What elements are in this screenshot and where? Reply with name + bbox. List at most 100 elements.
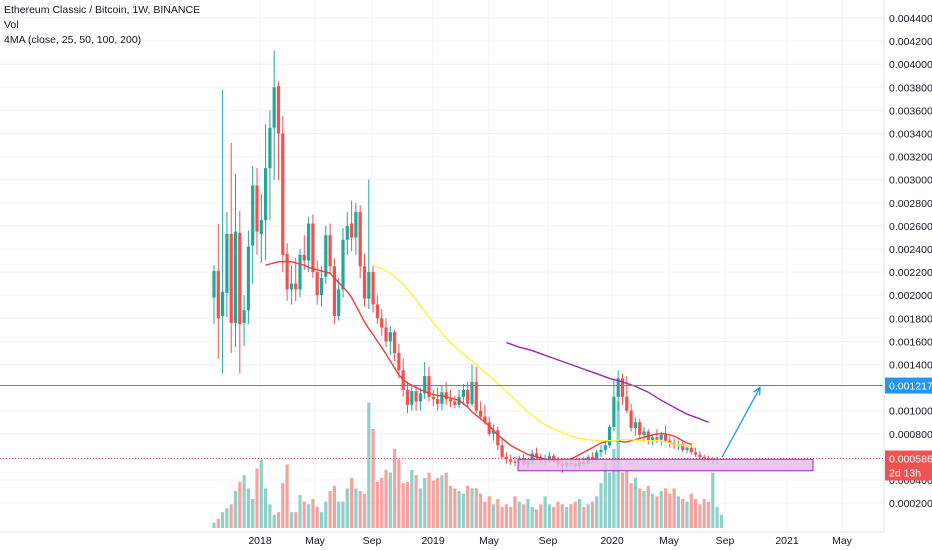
ma-legend[interactable]: 4MA (close, 25, 50, 100, 200) <box>4 34 142 46</box>
volume-bar <box>590 501 594 528</box>
volume-bar <box>431 480 435 528</box>
candle-body <box>685 447 689 450</box>
candle-body <box>259 220 263 234</box>
candle <box>311 214 315 278</box>
volume-bar <box>552 506 556 528</box>
candle <box>285 243 289 301</box>
volume-bar <box>655 496 659 528</box>
candle <box>414 387 418 411</box>
candle-body <box>500 445 504 457</box>
volume-bar <box>702 498 706 528</box>
candle <box>345 212 349 255</box>
candle-body <box>440 392 444 404</box>
chart-legend: Ethereum Classic / Bitcoin, 1W, BINANCE … <box>4 3 200 48</box>
volume-bar <box>539 504 543 528</box>
candle-body <box>603 445 607 450</box>
volume-bar <box>470 488 474 528</box>
volume-bar <box>620 472 625 528</box>
candle <box>608 424 612 448</box>
volume-bar <box>423 477 427 528</box>
ma-line-ma25 <box>265 261 692 462</box>
candle <box>431 389 435 407</box>
volume-bar <box>543 496 547 528</box>
candle <box>461 384 465 404</box>
candle-body <box>418 393 422 402</box>
candle-body <box>496 430 500 446</box>
x-tick-label: 2020 <box>600 535 624 547</box>
candle <box>483 404 487 425</box>
candle-body <box>375 304 379 319</box>
candle-body <box>345 225 349 240</box>
candle-body <box>479 410 483 417</box>
volume-bar <box>706 501 711 528</box>
volume-bar <box>603 462 607 528</box>
candle <box>698 451 702 460</box>
candle-body <box>612 396 616 427</box>
candle-body <box>242 310 246 323</box>
volume-bar <box>397 459 401 528</box>
volume-bar <box>698 504 702 528</box>
candle <box>629 403 633 432</box>
candle-body <box>384 327 388 342</box>
volume-bar <box>332 485 336 528</box>
volume-bar <box>547 504 551 528</box>
volume-bar <box>324 501 328 528</box>
candle <box>242 295 246 347</box>
candle <box>255 168 259 255</box>
volume-bar <box>573 501 577 528</box>
candle-body <box>431 396 435 400</box>
volume-legend[interactable]: Vol <box>4 19 19 31</box>
candle <box>307 216 311 273</box>
candle <box>388 326 392 356</box>
volume-bar <box>259 459 263 528</box>
volume-bar <box>255 468 259 528</box>
volume-bar <box>354 488 358 528</box>
volume-bar <box>212 522 216 528</box>
volume-bar <box>251 498 255 528</box>
volume-bar <box>453 488 457 528</box>
volume-bar <box>595 496 599 528</box>
volume-bar <box>694 498 698 528</box>
candle-body <box>599 449 603 453</box>
candle <box>315 260 319 305</box>
drawings[interactable] <box>0 385 883 472</box>
candle <box>642 426 646 442</box>
candle-body <box>225 233 229 293</box>
candle <box>246 230 250 325</box>
candle <box>500 439 504 460</box>
candle-body <box>302 254 306 261</box>
candle <box>225 212 229 318</box>
candle-body <box>659 434 663 440</box>
candle <box>259 193 263 263</box>
candle-body <box>423 376 427 394</box>
candle-body <box>319 277 324 296</box>
volume-bar <box>307 504 311 528</box>
candle-body <box>410 391 414 405</box>
candle-body <box>552 455 556 461</box>
volume-bar <box>268 504 272 528</box>
volume-bar <box>715 506 719 528</box>
candle <box>513 456 517 467</box>
symbol-title[interactable]: Ethereum Classic / Bitcoin, 1W, BINANCE <box>4 4 201 16</box>
candle-body <box>332 266 336 316</box>
moving-averages <box>265 261 709 462</box>
candle-body <box>251 185 255 246</box>
level-tag-bg <box>885 377 932 394</box>
candle-body <box>590 456 594 460</box>
volume-bar <box>461 493 465 528</box>
volume-bar <box>672 488 676 528</box>
candle-body <box>405 389 410 405</box>
candle-body <box>461 389 465 397</box>
volume-bar <box>289 512 293 528</box>
candle <box>298 249 302 298</box>
x-tick-label: May <box>659 535 680 547</box>
candle-body <box>655 437 659 440</box>
candle-body <box>233 231 238 323</box>
candle-body <box>294 283 298 290</box>
candle-body <box>315 272 319 296</box>
candle <box>294 258 298 301</box>
volume-bar <box>719 514 723 528</box>
candle <box>466 381 470 408</box>
